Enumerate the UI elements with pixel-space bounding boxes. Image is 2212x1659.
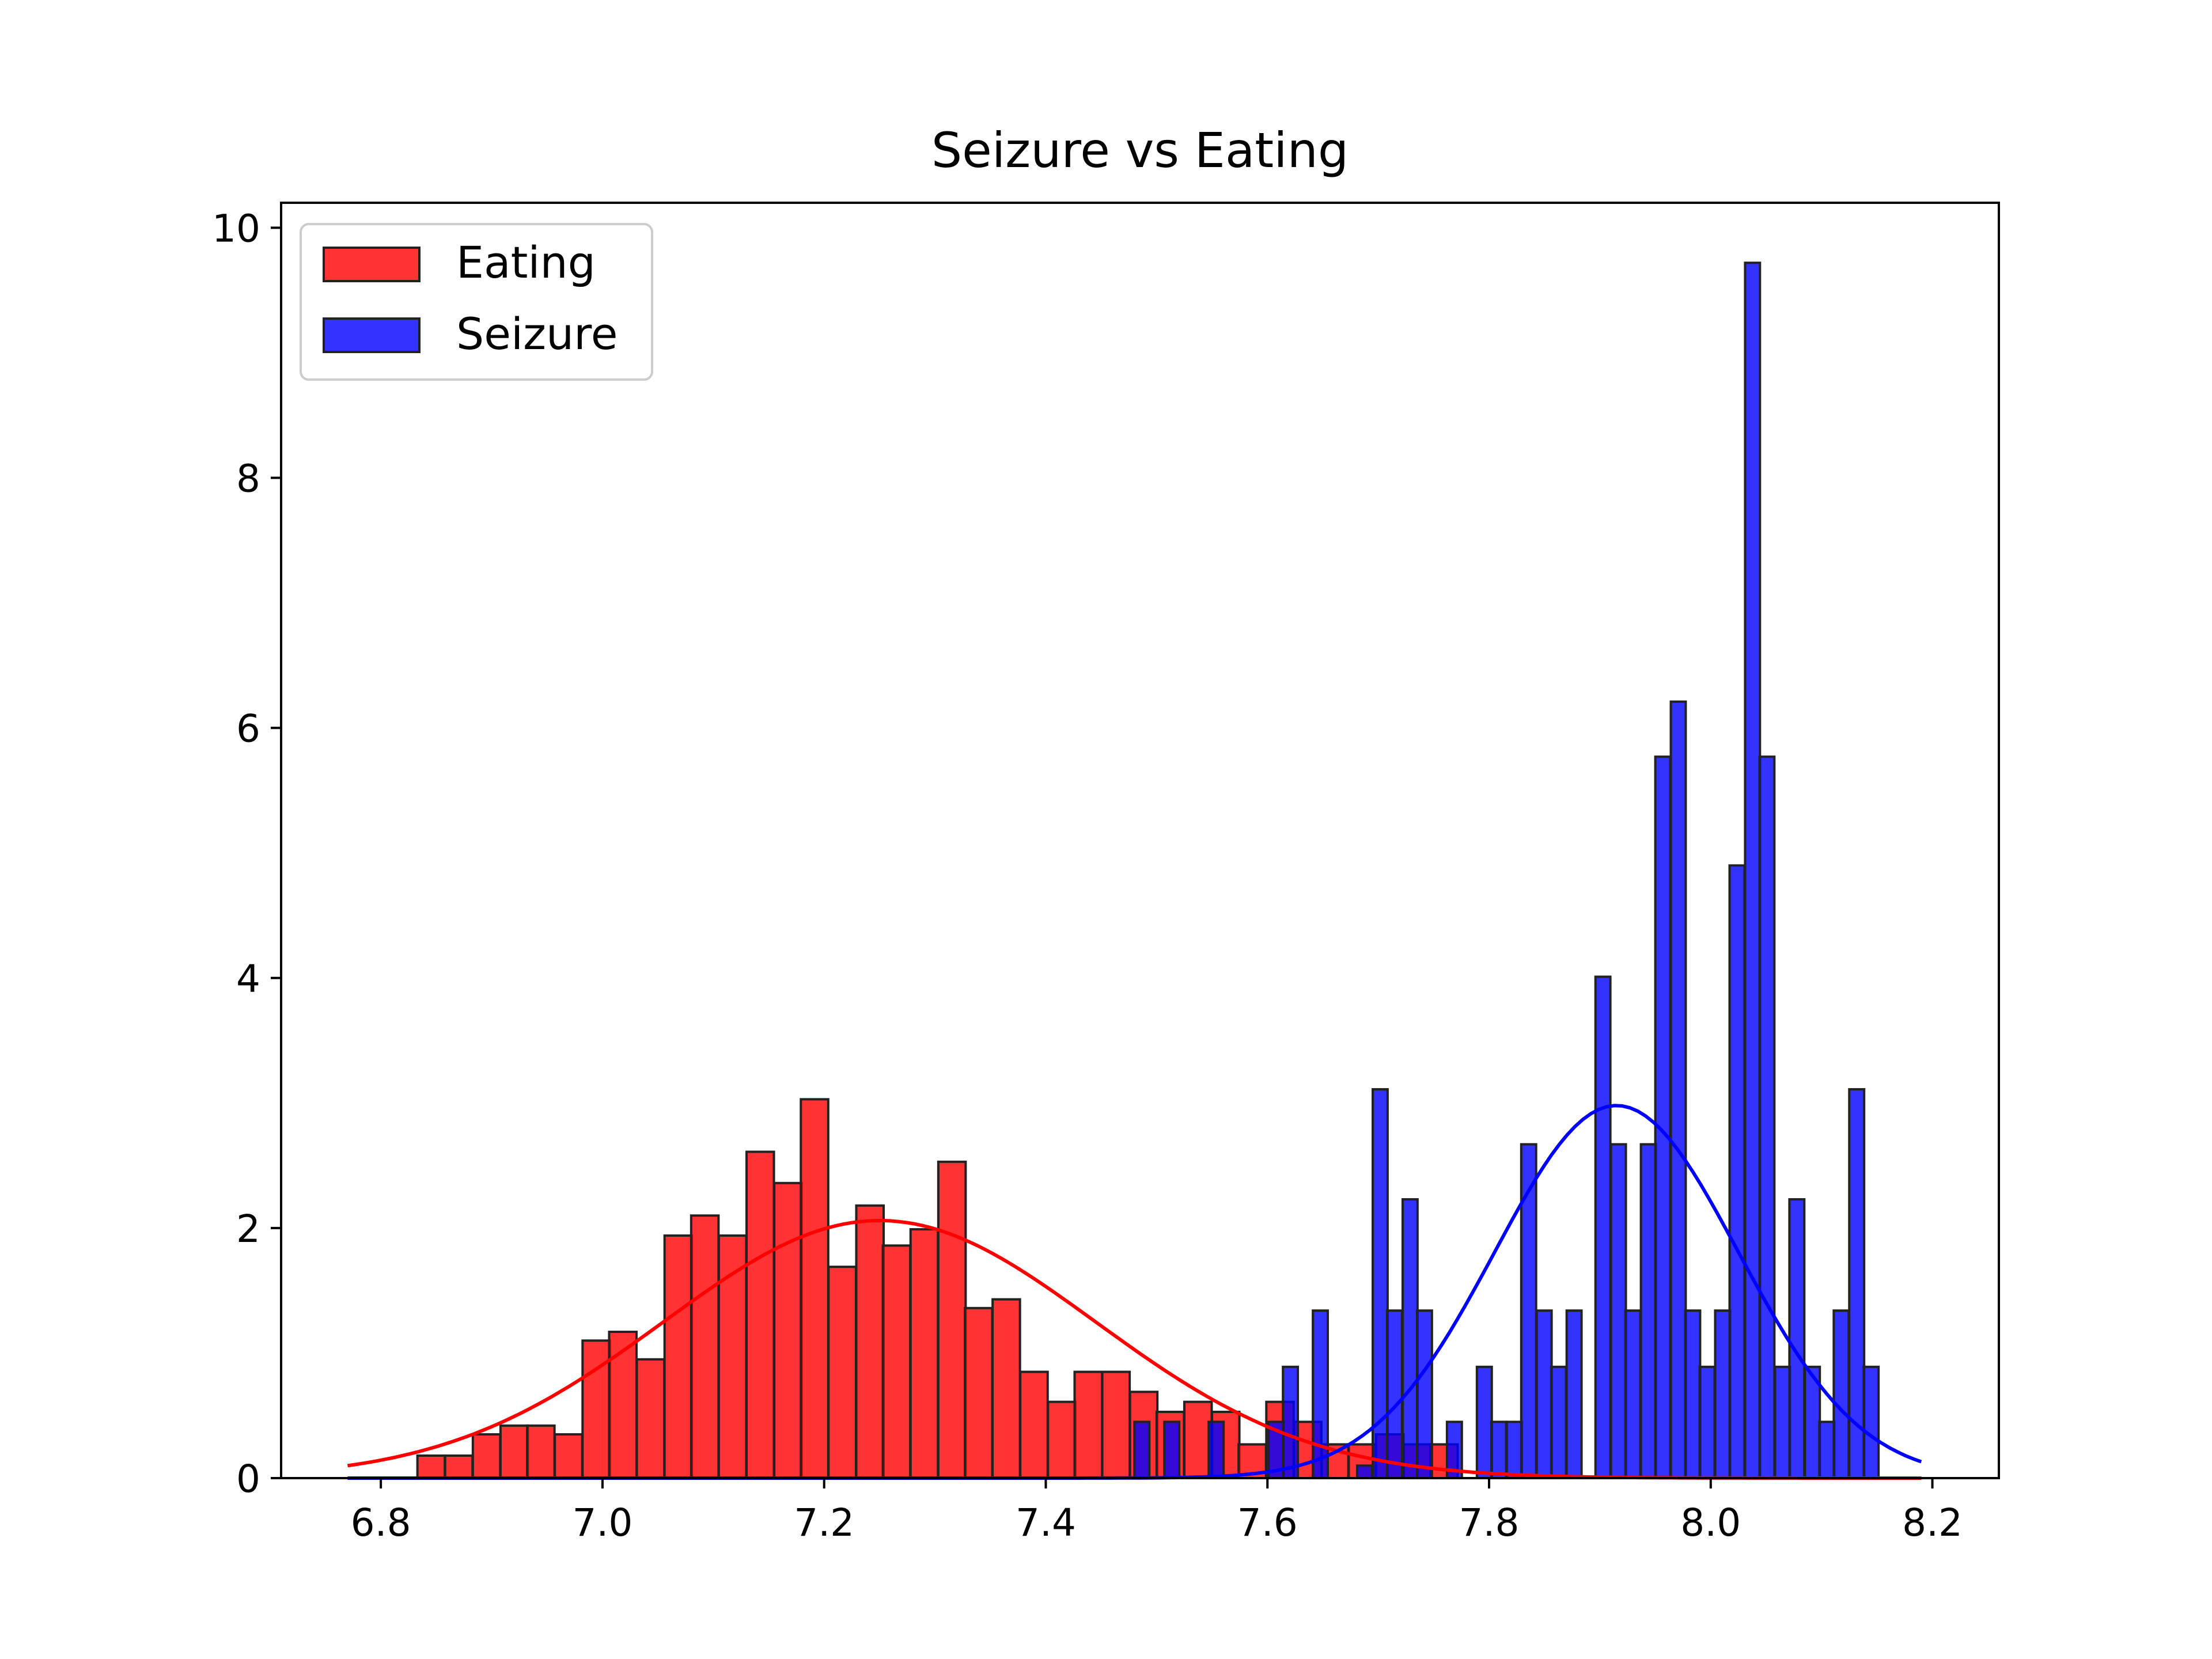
x-tick-label: 8.0 xyxy=(1680,1501,1741,1545)
chart-title: Seizure vs Eating xyxy=(931,122,1349,179)
bar-eating xyxy=(416,1454,446,1480)
bar-eating xyxy=(773,1181,803,1480)
bar-eating xyxy=(635,1358,666,1480)
bar-seizure xyxy=(1714,1309,1732,1479)
bar-seizure xyxy=(1684,1309,1702,1479)
bar-eating xyxy=(690,1214,720,1480)
bar-eating xyxy=(964,1306,994,1480)
y-tick-label: 4 xyxy=(236,957,260,1001)
legend-label-seizure: Seizure xyxy=(456,308,618,359)
bar-eating xyxy=(444,1454,474,1480)
bar-eating xyxy=(663,1234,694,1479)
bar-eating xyxy=(881,1244,912,1479)
bar-seizure xyxy=(1594,975,1612,1479)
axis-ticks: 6.8 7.0 7.2 7.4 7.6 7.8 8.0 8.2 0 2 4 6 8 10 xyxy=(212,206,1963,1545)
x-tick-label: 7.2 xyxy=(794,1501,854,1545)
bar-eating xyxy=(937,1160,967,1479)
bar-eating xyxy=(800,1098,830,1479)
bar-seizure xyxy=(1758,755,1776,1479)
bar-seizure xyxy=(1862,1365,1880,1479)
bar-seizure xyxy=(1490,1421,1508,1479)
axes-frame xyxy=(280,202,2000,1479)
bar-eating xyxy=(855,1204,885,1479)
bar-seizure xyxy=(1788,1198,1806,1479)
bar-seizure xyxy=(1401,1198,1419,1479)
bar-seizure xyxy=(1505,1421,1523,1479)
bar-seizure xyxy=(1535,1309,1553,1479)
y-tick-label: 2 xyxy=(236,1207,260,1251)
bar-eating xyxy=(499,1424,529,1479)
bar-seizure xyxy=(1609,1143,1627,1479)
legend: Eating Seizure xyxy=(300,223,653,381)
y-tick-label: 0 xyxy=(236,1457,260,1501)
bar-seizure xyxy=(1282,1365,1300,1479)
x-tick-label: 8.2 xyxy=(1902,1501,1963,1545)
x-tick-label: 7.6 xyxy=(1237,1501,1298,1545)
y-tick-label: 6 xyxy=(236,707,260,751)
bar-seizure xyxy=(1550,1365,1567,1479)
bar-seizure xyxy=(1312,1309,1329,1479)
bar-eating xyxy=(1101,1370,1131,1479)
bar-seizure xyxy=(1207,1421,1225,1479)
bar-eating xyxy=(526,1424,556,1479)
legend-label-eating: Eating xyxy=(456,237,596,288)
x-tick-label: 7.0 xyxy=(572,1501,632,1545)
bar-seizure xyxy=(1669,700,1687,1479)
bar-seizure xyxy=(1698,1365,1716,1479)
x-tick-label: 7.4 xyxy=(1016,1501,1076,1545)
bar-seizure xyxy=(1774,1365,1791,1479)
bar-eating xyxy=(1047,1400,1077,1480)
bar-eating xyxy=(827,1266,857,1480)
bar-seizure xyxy=(1654,755,1672,1479)
y-tick-label: 10 xyxy=(212,206,260,251)
bar-seizure xyxy=(1386,1309,1403,1479)
bar-seizure xyxy=(1356,1464,1373,1480)
bar-seizure xyxy=(1728,864,1746,1479)
bar-seizure xyxy=(1848,1088,1866,1479)
bar-eating xyxy=(745,1150,775,1479)
bar-seizure xyxy=(1639,1143,1657,1479)
bar-seizure xyxy=(1624,1309,1642,1479)
bar-seizure xyxy=(1475,1365,1493,1479)
bar-eating xyxy=(909,1228,940,1480)
x-tick-label: 6.8 xyxy=(351,1501,411,1545)
bar-seizure xyxy=(1133,1421,1151,1479)
x-tick-label: 7.8 xyxy=(1459,1501,1520,1545)
bar-eating xyxy=(991,1298,1021,1480)
bar-eating xyxy=(608,1331,638,1480)
bar-eating xyxy=(554,1433,584,1479)
legend-swatch-seizure xyxy=(323,317,421,353)
bar-seizure xyxy=(1163,1421,1181,1479)
y-tick-label: 8 xyxy=(236,457,260,501)
bar-seizure xyxy=(1520,1143,1537,1479)
bar-eating xyxy=(1019,1370,1049,1479)
bar-seizure xyxy=(1565,1309,1583,1479)
legend-swatch-eating xyxy=(323,247,421,282)
plot-area xyxy=(347,262,1922,1480)
bar-eating xyxy=(1073,1370,1104,1479)
bar-seizure xyxy=(1415,1309,1433,1479)
bar-seizure xyxy=(1744,262,1762,1479)
bar-eating xyxy=(471,1433,502,1479)
bar-seizure xyxy=(1818,1421,1836,1479)
bar-seizure xyxy=(1832,1309,1850,1479)
